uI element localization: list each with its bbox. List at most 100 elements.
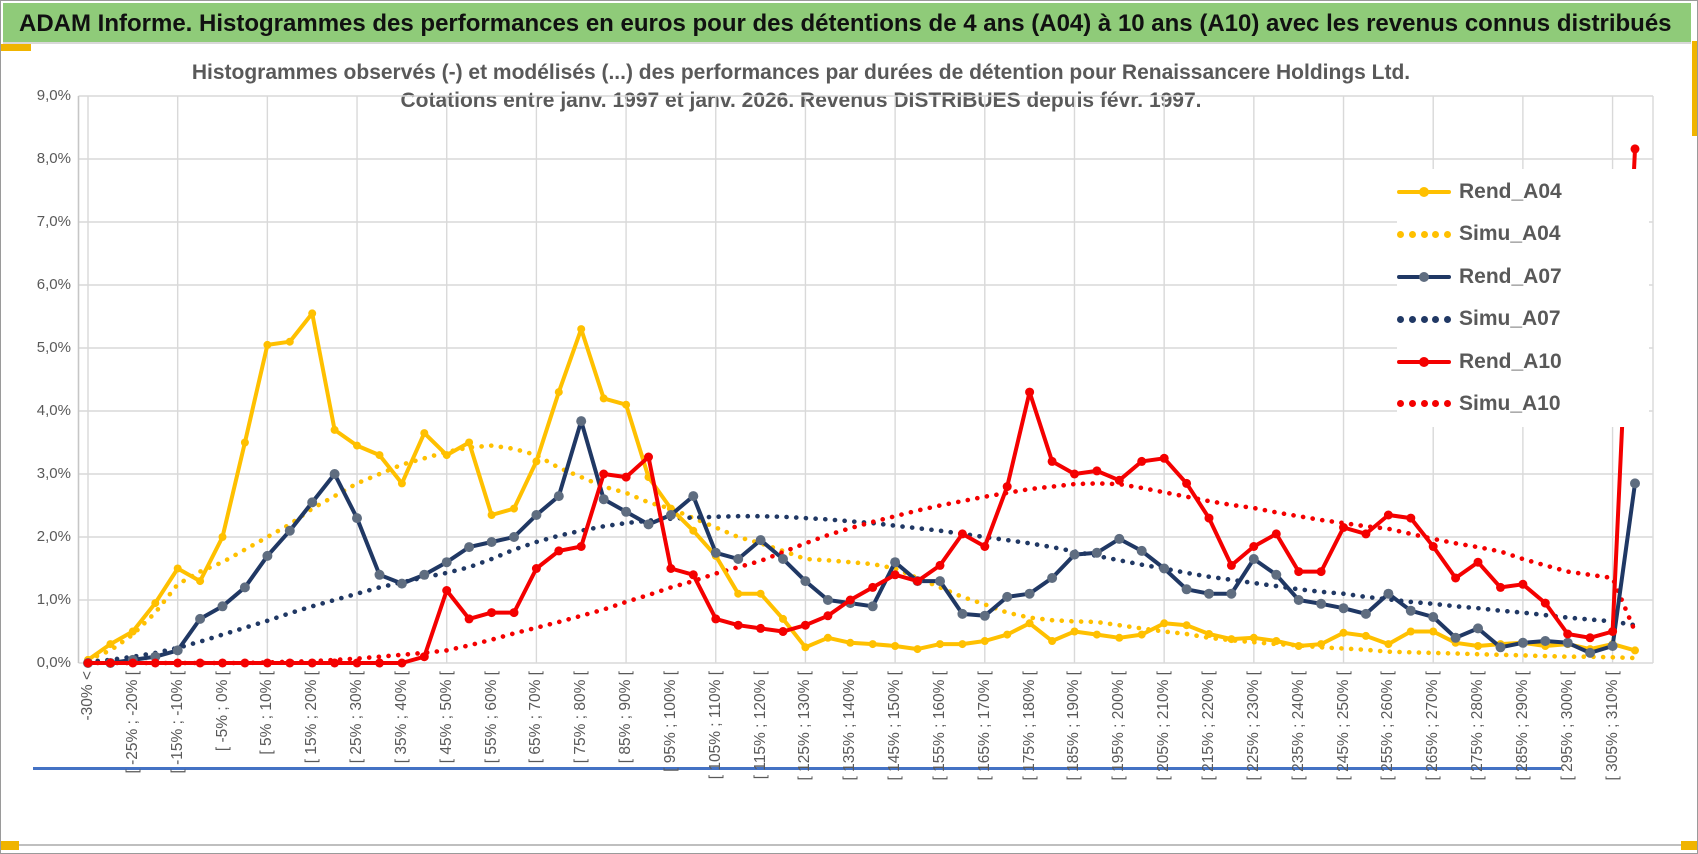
marker-Rend_A10 [1137,456,1147,466]
legend-item-Rend_A04[interactable]: Rend_A04 [1397,175,1649,209]
marker-Rend_A07 [1495,642,1506,653]
marker-Rend_A07 [329,469,340,479]
marker-Rend_A10 [531,564,541,573]
marker-Rend_A10 [756,623,766,633]
y-tick-label: 5,0% [36,339,71,356]
marker-Rend_A04 [980,637,989,645]
legend-label: Rend_A04 [1459,180,1562,203]
marker-Rend_A10 [554,546,564,556]
marker-Rend_A07 [1181,584,1192,595]
marker-Rend_A07 [553,491,564,502]
legend-label: Rend_A10 [1459,349,1562,373]
marker-Rend_A10 [1047,456,1057,466]
marker-Rend_A10 [464,614,474,624]
blue-gridline-rule [33,767,1561,770]
marker-Rend_A10 [397,658,407,668]
marker-Rend_A07 [217,601,228,612]
bottom-border-rule [19,844,1681,846]
marker-Rend_A04 [128,627,137,636]
marker-Rend_A07 [1002,591,1013,602]
marker-Rend_A10 [1630,144,1640,154]
marker-Rend_A04 [173,564,182,573]
marker-Rend_A10 [1316,567,1326,577]
marker-Rend_A04 [1227,635,1236,644]
legend-line-icon [1397,345,1451,379]
marker-Rend_A10 [1608,627,1618,636]
marker-Rend_A10 [218,658,227,668]
legend-label: Simu_A10 [1459,391,1561,415]
marker-Rend_A10 [150,658,160,668]
marker-Rend_A04 [1137,630,1146,639]
marker-Rend_A10 [1496,582,1505,592]
marker-Rend_A10 [330,658,340,668]
marker-Rend_A07 [150,651,161,662]
marker-Rend_A07 [778,554,788,564]
marker-Rend_A07 [486,537,497,547]
marker-Rend_A04 [465,438,474,447]
marker-Rend_A10 [1428,542,1438,551]
marker-Rend_A10 [599,469,609,479]
marker-Rend_A10 [195,658,205,668]
legend-label: Simu_A07 [1459,307,1561,331]
legend-item-Rend_A07[interactable]: Rend_A07 [1397,260,1649,294]
marker-Rend_A10 [800,620,810,630]
marker-Rend_A07 [441,557,452,568]
marker-Rend_A10 [1182,478,1192,488]
marker-Rend_A07 [957,608,968,619]
marker-Rend_A04 [891,642,900,650]
marker-Rend_A04 [936,640,944,649]
marker-Rend_A04 [420,429,429,438]
marker-Rend_A07 [1047,573,1058,583]
series-Rend_A10[interactable] [88,148,1637,665]
marker-Rend_A07 [1226,588,1237,599]
marker-Rend_A04 [1160,619,1169,628]
series-Simu_A07[interactable] [85,513,1638,665]
marker-Rend_A07 [1607,641,1618,651]
marker-Rend_A04 [151,599,160,608]
marker-Rend_A10 [442,586,452,595]
marker-Rend_A04 [196,577,205,586]
series-Rend_A07[interactable] [88,419,1637,665]
marker-Rend_A10 [1159,453,1169,463]
marker-Rend_A04 [510,504,518,513]
series-Simu_A04[interactable] [85,443,1638,663]
marker-Rend_A10 [1204,513,1214,523]
legend-line-icon [1397,260,1451,294]
marker-Rend_A04 [868,640,877,649]
marker-Rend_A07 [867,601,878,612]
y-tick-label: 6,0% [36,276,71,293]
legend-item-Rend_A10[interactable]: Rend_A10 [1397,345,1649,379]
marker-Rend_A07 [1540,636,1551,646]
marker-Rend_A04 [1406,627,1415,636]
marker-Rend_A04 [1429,627,1438,636]
x-tick-label: [ 305% ; 310% [ [1603,671,1621,781]
marker-Rend_A10 [666,564,676,573]
legend-item-Simu_A10[interactable]: Simu_A10 [1397,387,1649,421]
marker-Rend_A10 [868,582,878,592]
legend-item-Simu_A07[interactable]: Simu_A07 [1397,302,1649,336]
series-Rend_A04[interactable] [86,311,1636,662]
y-tick-label: 8,0% [36,150,71,167]
legend-item-Simu_A04[interactable]: Simu_A04 [1397,217,1649,251]
marker-Rend_A10 [688,570,698,580]
marker-Rend_A04 [442,451,451,460]
marker-Rend_A04 [1070,627,1079,636]
marker-Rend_A04 [1249,633,1258,642]
marker-Rend_A07 [1428,612,1439,622]
marker-Rend_A07 [396,578,407,589]
marker-Rend_A04 [1272,637,1281,645]
marker-Rend_A07 [665,510,676,520]
marker-Rend_A10 [621,472,631,482]
marker-Rend_A04 [1205,630,1213,638]
marker-Rend_A04 [823,633,832,642]
marker-Rend_A07 [1114,533,1125,544]
marker-Rend_A04 [218,533,227,541]
marker-Rend_A04 [353,441,361,450]
marker-Rend_A10 [307,658,317,668]
legend-dotted-icon [1397,302,1451,336]
legend-label: Rend_A07 [1459,264,1562,288]
marker-Rend_A10 [1002,482,1012,492]
marker-Rend_A10 [352,658,362,668]
legend-dotted-icon [1397,217,1451,251]
marker-Rend_A10 [1226,560,1236,570]
